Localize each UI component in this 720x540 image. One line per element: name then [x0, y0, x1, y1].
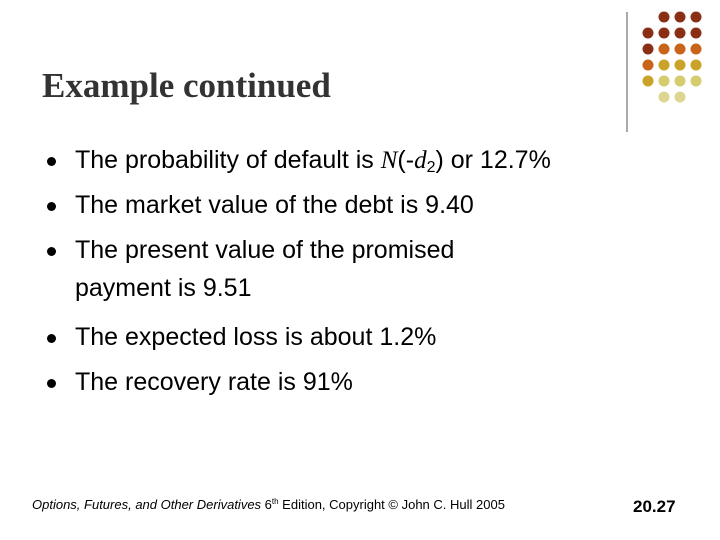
text: N — [380, 147, 398, 174]
bullet: payment is 9.51 — [75, 274, 252, 302]
bullet: The expected loss is about 1.2% — [75, 323, 437, 351]
bullet: The present value of the promised — [75, 236, 455, 264]
text: ) or 12.7% — [435, 146, 551, 174]
bullet-dot — [47, 334, 56, 343]
page-number: 20.27 — [633, 497, 676, 516]
decoration — [626, 11, 702, 132]
bullet-dot — [47, 379, 56, 388]
text: d — [414, 147, 427, 174]
text: 2 — [426, 159, 436, 176]
bullet-dot — [47, 247, 56, 256]
text: th — [271, 497, 279, 506]
text: 6 — [261, 497, 272, 512]
text: The probability of default is — [75, 146, 381, 174]
bullet-dot — [47, 157, 56, 166]
bullet: The recovery rate is 91% — [75, 368, 353, 396]
footer: Options, Futures, and Other Derivatives … — [32, 497, 505, 512]
bullet-dot — [47, 202, 56, 211]
text: (- — [397, 146, 415, 174]
text: Options, Futures, and Other Derivatives — [32, 497, 262, 512]
bullet: The market value of the debt is 9.40 — [75, 191, 474, 219]
text: Edition, Copyright © John C. Hull 2005 — [278, 497, 505, 512]
bullet: The probability of default is N(-d2) or … — [75, 145, 551, 183]
slide-title: Example continued — [42, 66, 331, 105]
